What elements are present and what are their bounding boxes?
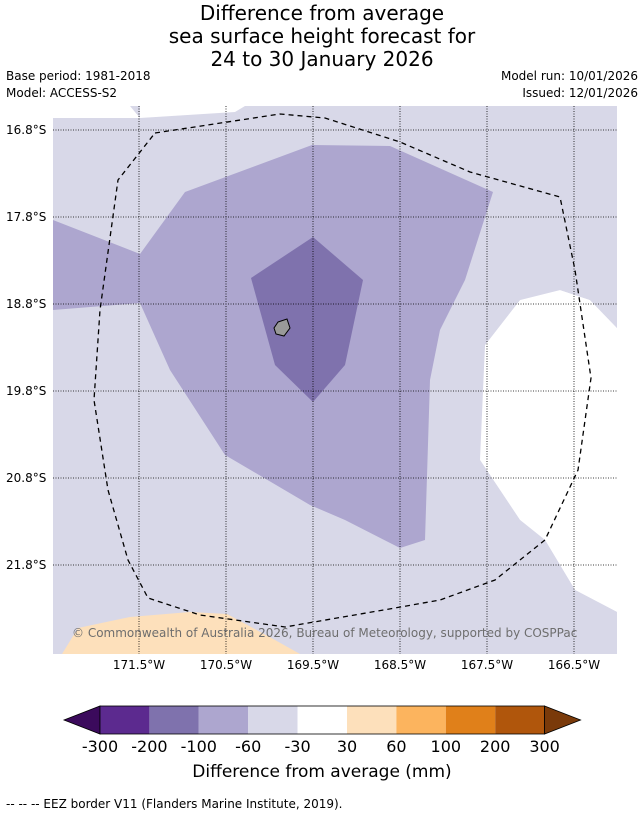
colorbar-tick-label: -60 [235,737,262,756]
colorbar-tick-label: 100 [430,737,462,756]
lat-label: 20.8°S [6,471,47,485]
colorbar-segment [248,706,298,734]
white-gap-top [140,106,245,118]
colorbar-segment [297,706,347,734]
lon-label: 171.5°W [112,658,166,672]
colorbar-extend-high [544,705,582,735]
colorbar-tick-label: -100 [180,737,217,756]
title-line-3: 24 to 30 January 2026 [210,47,434,71]
colorbar-segment [445,706,496,734]
colorbar-segments [62,705,582,735]
colorbar-tick-label: 300 [529,737,560,756]
lon-label: 168.5°W [373,658,427,672]
issued-date: Issued: 12/01/2026 [522,86,638,100]
colorbar-tick-label: -200 [131,737,168,756]
colorbar-frame [99,705,546,735]
colorbar-segment [347,706,397,734]
model-name: Model: ACCESS-S2 [6,86,118,100]
colorbar-tick-label: -300 [81,737,119,756]
gridlines [53,106,617,654]
lon-label: 166.5°W [547,658,601,672]
colorbar-tick-label: 30 [336,737,358,756]
colorbar-label: Difference from average (mm) [192,762,452,782]
colorbar-extend-low [62,705,101,735]
eez-footnote: -- -- -- EEZ border V11 (Flanders Marine… [6,797,343,811]
colorbar-tick-label: 200 [479,737,511,756]
forecast-map [53,106,617,654]
lon-label: 169.5°W [286,658,340,672]
island-shape [273,318,291,337]
anomaly-region-dark [251,237,363,402]
white-gap-top-left [53,106,140,118]
lat-label: 16.8°S [6,123,47,137]
colorbar-segment [149,706,199,734]
lat-label: 19.8°S [6,384,47,398]
colorbar-segment [495,706,545,734]
anomaly-region-positive [62,612,300,654]
colorbar-tick-label: -30 [284,737,311,756]
lat-label: 18.8°S [6,297,47,311]
title-line-2: sea surface height forecast for [168,24,476,48]
copyright-notice: © Commonwealth of Australia 2026, Bureau… [72,626,578,640]
colorbar-segment [396,706,446,734]
lat-label: 21.8°S [6,558,47,572]
lon-label: 170.5°W [199,658,253,672]
lat-label: 17.8°S [6,210,47,224]
model-run: Model run: 10/01/2026 [500,69,638,83]
title-line-1: Difference from average [199,1,445,25]
colorbar-segment [100,706,150,734]
colorbar-tick-label: 60 [386,737,407,756]
eez-border [93,113,592,628]
colorbar [62,705,582,735]
lon-label: 167.5°W [460,658,514,672]
colorbar-segment [198,706,249,734]
base-period: Base period: 1981-2018 [6,69,151,83]
